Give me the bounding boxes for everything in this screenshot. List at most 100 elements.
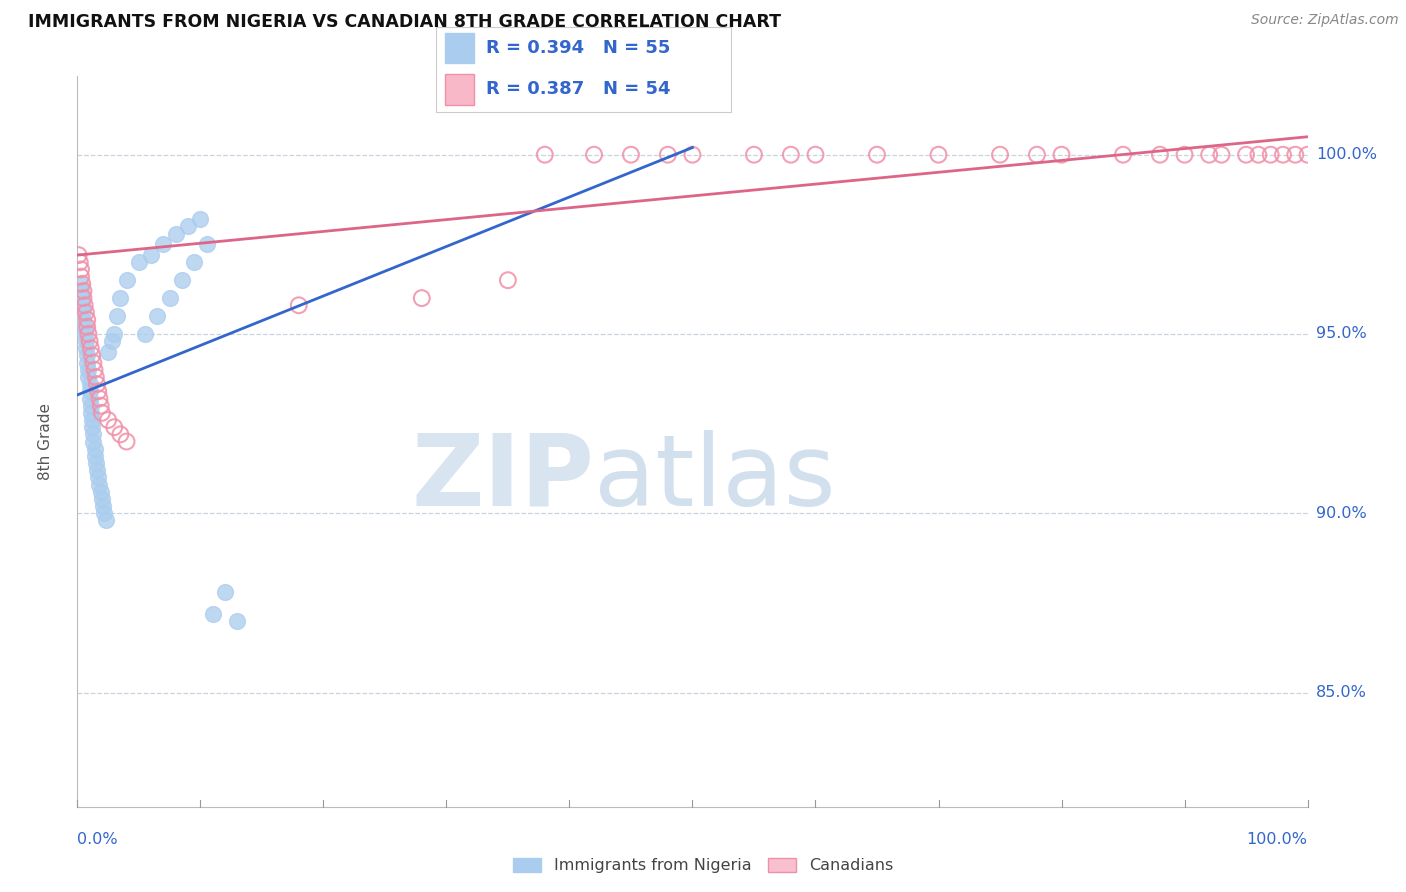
Point [87, 470, 110, 484]
Point [86, 377, 108, 392]
Point [780, 147, 803, 161]
Point [103, 326, 125, 341]
Point [226, 614, 249, 628]
Text: IMMIGRANTS FROM NIGERIA VS CANADIAN 8TH GRADE CORRELATION CHART: IMMIGRANTS FROM NIGERIA VS CANADIAN 8TH … [28, 13, 782, 31]
Text: 0.0%: 0.0% [77, 832, 118, 847]
Point [97, 345, 120, 359]
Point [94, 513, 117, 527]
Point [534, 147, 557, 161]
Point [77, 363, 100, 377]
Point [69, 255, 91, 269]
Point [1050, 147, 1073, 161]
Point [1247, 147, 1270, 161]
Point [146, 309, 169, 323]
Point [411, 291, 433, 305]
Point [201, 607, 224, 621]
Point [195, 237, 218, 252]
Text: ZIP: ZIP [411, 430, 595, 526]
Point [1260, 147, 1282, 161]
Text: 100.0%: 100.0% [1316, 147, 1376, 162]
Point [214, 585, 236, 599]
Point [90, 406, 114, 420]
Point [177, 219, 200, 234]
Point [69, 277, 91, 291]
Point [1149, 147, 1171, 161]
Point [110, 427, 132, 442]
Point [152, 237, 174, 252]
Point [115, 273, 138, 287]
Point [73, 326, 96, 341]
Point [91, 499, 114, 513]
Point [928, 147, 950, 161]
Point [682, 147, 704, 161]
Point [70, 269, 93, 284]
Point [76, 356, 98, 370]
Point [79, 392, 101, 406]
Point [82, 349, 104, 363]
Point [83, 442, 105, 456]
Point [988, 147, 1011, 161]
Point [84, 370, 107, 384]
Point [80, 406, 103, 420]
Point [70, 291, 93, 305]
Point [72, 291, 94, 305]
Point [1198, 147, 1220, 161]
Point [75, 341, 97, 355]
Point [141, 248, 163, 262]
Point [79, 384, 101, 399]
Text: atlas: atlas [595, 430, 835, 526]
Point [89, 477, 111, 491]
Text: R = 0.387   N = 54: R = 0.387 N = 54 [486, 80, 671, 98]
Point [70, 262, 93, 277]
Text: Source: ZipAtlas.com: Source: ZipAtlas.com [1251, 13, 1399, 28]
Point [79, 377, 101, 392]
Point [1272, 147, 1295, 161]
Point [75, 334, 97, 348]
Point [70, 277, 93, 291]
Bar [444, 74, 474, 104]
Point [70, 284, 93, 298]
Point [75, 305, 97, 319]
Point [1296, 147, 1319, 161]
Point [70, 298, 93, 312]
Point [1026, 147, 1049, 161]
Point [76, 319, 98, 334]
Point [90, 399, 112, 413]
Text: 90.0%: 90.0% [1316, 506, 1367, 521]
Point [83, 449, 105, 463]
Point [76, 349, 98, 363]
Point [496, 273, 519, 287]
Point [82, 434, 104, 449]
Point [183, 255, 205, 269]
Point [90, 484, 112, 499]
Point [82, 420, 104, 434]
Legend: Immigrants from Nigeria, Canadians: Immigrants from Nigeria, Canadians [506, 851, 900, 880]
Point [73, 298, 96, 312]
Point [105, 309, 128, 323]
Point [1284, 147, 1306, 161]
Point [80, 341, 103, 355]
Point [83, 363, 105, 377]
Point [188, 212, 212, 227]
Point [89, 392, 111, 406]
Point [72, 305, 94, 319]
Point [82, 413, 104, 427]
Point [620, 147, 643, 161]
Text: 100.0%: 100.0% [1247, 832, 1308, 847]
Point [866, 147, 889, 161]
Point [804, 147, 827, 161]
Point [80, 399, 103, 413]
Point [72, 284, 94, 298]
Point [103, 420, 125, 434]
Point [165, 227, 187, 241]
Point [93, 506, 115, 520]
Point [77, 326, 100, 341]
Point [1234, 147, 1257, 161]
Point [86, 463, 108, 477]
Point [128, 255, 150, 269]
Point [73, 319, 96, 334]
Point [583, 147, 606, 161]
Text: 85.0%: 85.0% [1316, 685, 1367, 700]
Point [76, 312, 98, 326]
Point [657, 147, 679, 161]
